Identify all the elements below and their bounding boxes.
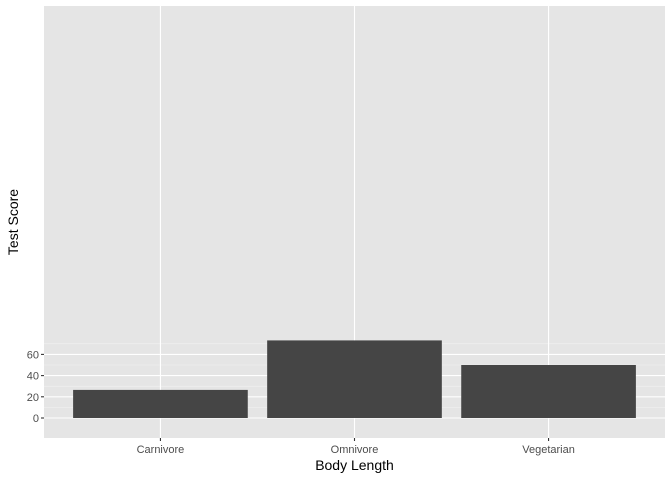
x-tick-label: Omnivore — [331, 444, 379, 456]
y-axis-title: Test Score — [5, 189, 21, 255]
bar-carnivore — [73, 389, 248, 418]
y-tick-label: 20 — [27, 392, 39, 404]
x-tick-label: Vegetarian — [522, 444, 575, 456]
y-tick-label: 0 — [33, 413, 39, 425]
bar-omnivore — [267, 340, 442, 418]
bar-vegetarian — [461, 365, 636, 418]
y-tick-label: 60 — [27, 349, 39, 361]
x-axis-title: Body Length — [315, 457, 394, 473]
y-axis: 0 20 40 60 — [27, 349, 44, 425]
x-axis: Carnivore Omnivore Vegetarian — [137, 438, 575, 456]
y-tick-label: 40 — [27, 371, 39, 383]
bars — [73, 340, 636, 418]
x-tick-label: Carnivore — [137, 444, 185, 456]
